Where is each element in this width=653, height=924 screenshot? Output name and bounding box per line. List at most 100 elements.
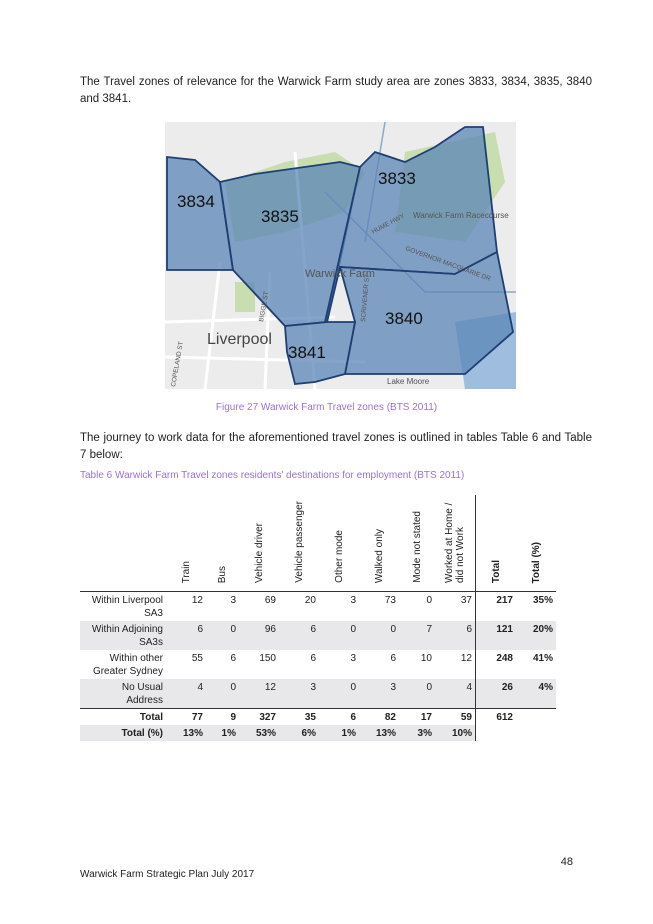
cell: 6 (350, 712, 356, 723)
cell-total-pct: 41% (532, 653, 553, 664)
cell: 6 (390, 653, 396, 664)
cell: 0 (426, 595, 432, 606)
cell: 59 (435, 708, 476, 725)
intro-paragraph: The Travel zones of relevance for the Wa… (80, 76, 592, 105)
cell: 69 (264, 595, 276, 606)
row-label: Within Adjoining SA3s (80, 621, 166, 650)
table-total-row: Total 77 9 327 35 6 82 17 59 612 (80, 708, 556, 726)
road-scrivener-st: SCRIVENER ST (360, 274, 371, 322)
cell: 3% (399, 725, 435, 741)
cell: 0 (319, 679, 359, 709)
cell: 0 (399, 679, 435, 709)
cell: 3 (359, 679, 399, 709)
cell: 37 (435, 591, 476, 621)
table-row: Within Liverpool SA3 12 3 69 20 3 73 0 3… (80, 591, 556, 621)
cell-total-pct: 4% (516, 679, 556, 709)
header-total-pct: Total (%) (530, 541, 542, 583)
cell: 150 (259, 653, 276, 664)
cell: 20 (304, 595, 316, 606)
cell-empty (516, 725, 556, 741)
cell-total: 121 (475, 621, 516, 650)
zone-label-3835: 3835 (261, 207, 299, 226)
cell: 96 (239, 621, 279, 650)
cell-total-pct: 35% (532, 595, 553, 606)
table-header-row: Train Bus Vehicle driver Vehicle passeng… (80, 495, 556, 592)
header-bus: Bus (217, 565, 228, 583)
row-label: Total (139, 712, 163, 723)
cell: 3 (350, 653, 356, 664)
cell: 9 (230, 712, 236, 723)
destinations-table: Train Bus Vehicle driver Vehicle passeng… (80, 495, 556, 741)
cell: 1% (319, 725, 359, 741)
zone-label-3833: 3833 (378, 169, 416, 188)
zone-label-3834: 3834 (177, 192, 215, 211)
header-walked-only: Walked only (373, 528, 385, 583)
cell: 6 (310, 653, 316, 664)
cell: 4 (435, 679, 476, 709)
figure-caption: Figure 27 Warwick Farm Travel zones (BTS… (215, 402, 438, 413)
cell: 4 (166, 679, 206, 709)
cell: 3 (230, 595, 236, 606)
cell: 73 (384, 595, 396, 606)
table-row: Within Adjoining SA3s 6 0 96 6 0 0 7 6 1… (80, 621, 556, 650)
place-warwick-farm: Warwick Farm (305, 268, 375, 280)
cell-total: 612 (496, 712, 513, 723)
cell: 6 (230, 653, 236, 664)
cell: 6 (435, 621, 476, 650)
header-train: Train (180, 560, 192, 583)
cell: 53% (239, 725, 279, 741)
zone-polygons (166, 126, 514, 385)
page-number: 48 (560, 856, 573, 868)
row-label: Total (%) (80, 725, 166, 741)
cell: 12 (239, 679, 279, 709)
table-row: No Usual Address 4 0 12 3 0 3 0 4 26 4% (80, 679, 556, 709)
table-caption: Table 6 Warwick Farm Travel zones reside… (80, 470, 465, 481)
header-vehicle-driver: Vehicle driver (253, 522, 265, 583)
place-lake-moore: Lake Moore (387, 377, 430, 386)
body-paragraph: The journey to work data for the aforeme… (80, 432, 592, 461)
cell: 0 (359, 621, 399, 650)
cell-total-pct (516, 709, 556, 726)
cell: 7 (399, 621, 435, 650)
cell: 3 (350, 595, 356, 606)
cell-empty (475, 725, 516, 741)
cell: 6% (279, 725, 319, 741)
cell: 13% (166, 725, 206, 741)
row-label: No Usual Address (80, 679, 166, 709)
zone-label-3840: 3840 (385, 309, 423, 328)
header-blank (80, 495, 166, 592)
travel-zones-map: 3834 3835 3833 3840 3841 Warwick Farm Ra… (165, 122, 516, 389)
cell-total: 26 (475, 679, 516, 709)
cell: 0 (319, 621, 359, 650)
cell-total: 248 (496, 653, 513, 664)
table-pct-row: Total (%) 13% 1% 53% 6% 1% 13% 3% 10% (80, 725, 556, 741)
row-label: Within Liverpool SA3 (91, 595, 163, 619)
cell-total-pct: 20% (516, 621, 556, 650)
cell: 0 (206, 621, 239, 650)
row-label: Within other Greater Sydney (92, 653, 163, 677)
cell: 35 (304, 712, 316, 723)
cell: 82 (384, 712, 396, 723)
cell: 6 (279, 621, 319, 650)
cell: 10% (435, 725, 476, 741)
cell-total: 217 (496, 595, 513, 606)
header-mode-not-stated: Mode not stated (411, 511, 423, 583)
cell: 12 (191, 595, 203, 606)
header-other-mode: Other mode (333, 530, 345, 583)
cell: 13% (359, 725, 399, 741)
place-liverpool: Liverpool (207, 331, 272, 348)
cell: 10 (420, 653, 432, 664)
zone-label-3841: 3841 (288, 343, 326, 362)
zone-3841 (284, 321, 357, 385)
cell: 77 (191, 712, 203, 723)
table-row: Within other Greater Sydney 55 6 150 6 3… (80, 650, 556, 679)
cell: 55 (191, 653, 203, 664)
header-total: Total (490, 559, 502, 583)
cell: 0 (206, 679, 239, 709)
header-vehicle-passenger: Vehicle passenger (293, 501, 305, 583)
cell: 1% (206, 725, 239, 741)
cell: 12 (435, 650, 476, 679)
header-worked-at-home: Worked at Home / did not Work (435, 495, 476, 592)
footer-text: Warwick Farm Strategic Plan July 2017 (80, 869, 255, 880)
cell: 17 (420, 712, 432, 723)
